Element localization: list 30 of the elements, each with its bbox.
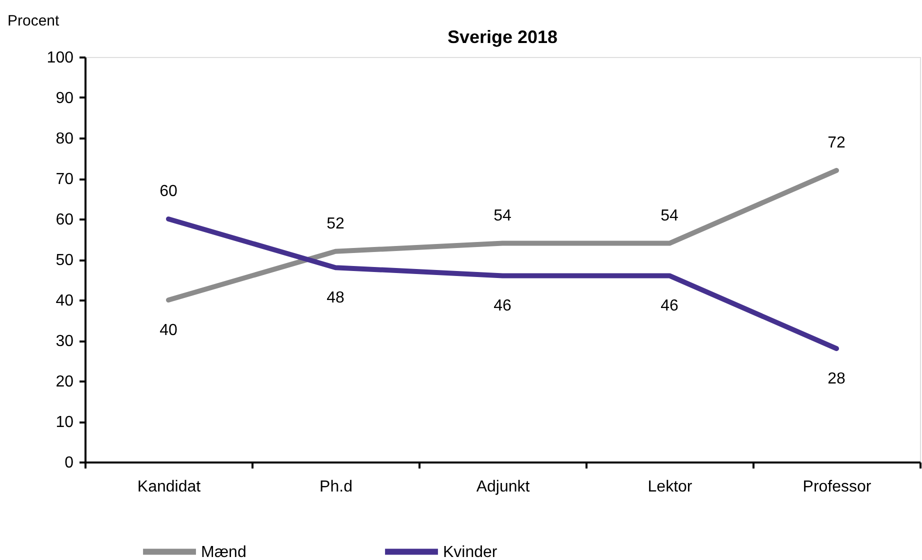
y-tick-label: 80: [56, 130, 74, 148]
data-label: 52: [326, 215, 344, 232]
y-tick-label: 10: [56, 414, 74, 431]
y-tick-label: 90: [56, 90, 74, 107]
data-label: 48: [326, 290, 344, 307]
data-label: 60: [160, 183, 178, 200]
y-tick-label: 50: [56, 252, 74, 269]
legend-label: Kvinder: [443, 544, 498, 560]
data-label: 72: [828, 134, 846, 152]
y-tick-label: 0: [64, 454, 74, 472]
y-tick-label: 30: [56, 333, 74, 350]
chart-title: Sverige 2018: [447, 27, 558, 47]
y-tick-label: 20: [56, 374, 74, 390]
data-label: 54: [660, 207, 678, 224]
data-label: 46: [660, 298, 678, 315]
y-tick-label: 70: [56, 171, 74, 188]
y-axis-title: Procent: [8, 12, 60, 30]
x-tick-label: Lektor: [648, 478, 693, 496]
x-tick-label: Kandidat: [137, 478, 202, 496]
legend-label: Mænd: [201, 544, 246, 560]
x-tick-label: Ph.d: [320, 478, 352, 496]
x-tick-label: Professor: [802, 478, 872, 496]
y-tick-label: 40: [56, 292, 74, 310]
y-tick-label: 100: [46, 50, 74, 66]
x-tick-label: Adjunkt: [476, 478, 530, 496]
y-tick-label: 60: [56, 212, 74, 228]
data-label: 40: [160, 322, 178, 339]
data-label: 46: [494, 298, 512, 315]
data-label: 54: [494, 207, 512, 224]
data-label: 28: [828, 370, 846, 388]
